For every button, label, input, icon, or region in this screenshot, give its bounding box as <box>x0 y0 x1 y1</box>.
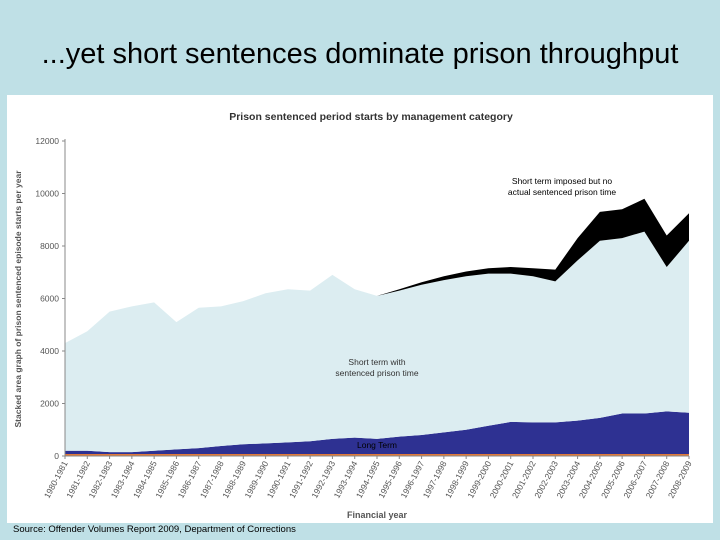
y-tick-label: 2000 <box>40 399 59 409</box>
stacked-area-chart: Prison sentenced period starts by manage… <box>13 111 694 520</box>
area-short-term-with-time <box>65 231 689 453</box>
y-axis-label: Stacked area graph of prison sentenced e… <box>13 170 23 428</box>
area-long-term <box>65 411 689 456</box>
y-tick-label: 6000 <box>40 294 59 304</box>
bottom-strip <box>65 454 689 456</box>
area-short-term-no-time <box>65 198 689 344</box>
annotation-long-term: Long Term <box>357 440 397 450</box>
y-tick-label: 8000 <box>40 241 59 251</box>
source-note: Source: Offender Volumes Report 2009, De… <box>13 524 296 535</box>
chart-panel: Prison sentenced period starts by manage… <box>7 95 713 523</box>
x-axis-label: Financial year <box>347 510 408 520</box>
chart-title: Prison sentenced period starts by manage… <box>229 111 513 123</box>
y-tick-label: 12000 <box>35 136 59 146</box>
annotation-short-with-time: Short term with sentenced prison time <box>335 357 418 378</box>
slide-title: ...yet short sentences dominate prison t… <box>41 38 679 70</box>
annotation-short-no-time: Short term imposed but no actual sentence… <box>508 176 616 197</box>
y-tick-label: 4000 <box>40 346 59 356</box>
y-tick-label: 10000 <box>35 189 59 199</box>
y-tick-label: 0 <box>54 451 59 461</box>
